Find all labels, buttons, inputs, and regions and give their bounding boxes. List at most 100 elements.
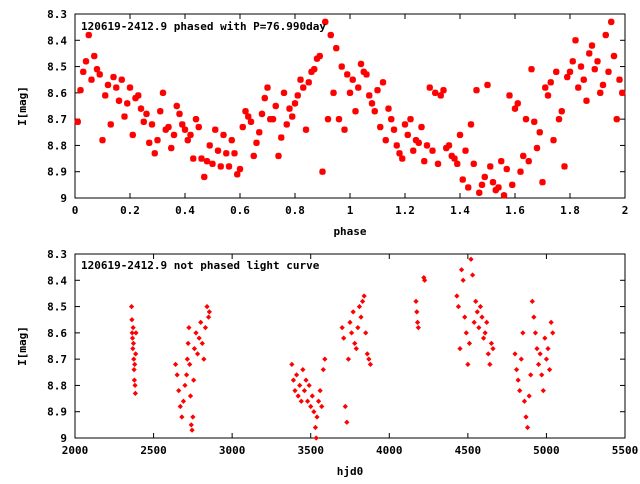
- unphased-data-point: [358, 314, 364, 320]
- unphased-ytick-label: 9: [60, 432, 67, 445]
- unphased-plot-points: [128, 256, 556, 441]
- phased-plot-ylabel: I[mag]: [16, 86, 29, 126]
- phased-data-point: [539, 179, 546, 186]
- phased-data-point: [536, 129, 543, 136]
- unphased-xtick-label: 4000: [376, 444, 403, 457]
- phased-data-point: [154, 136, 161, 144]
- phased-data-point: [440, 87, 447, 94]
- unphased-data-point: [488, 340, 495, 346]
- unphased-data-point: [526, 393, 532, 399]
- phased-data-point: [473, 87, 480, 94]
- unphased-data-point: [458, 267, 465, 273]
- phased-data-point: [330, 89, 337, 97]
- unphased-data-point: [341, 335, 347, 341]
- phased-data-point: [124, 100, 131, 107]
- phased-data-point: [85, 31, 92, 39]
- phased-data-point: [547, 79, 554, 86]
- unphased-data-point: [185, 340, 191, 346]
- unphased-data-point: [129, 330, 135, 336]
- phased-data-point: [223, 150, 230, 157]
- phased-data-point: [236, 165, 244, 173]
- phased-data-point: [495, 184, 502, 191]
- unphased-data-point: [479, 314, 485, 320]
- unphased-data-point: [529, 298, 535, 304]
- phased-data-point: [429, 147, 436, 154]
- phased-data-point: [553, 68, 560, 76]
- unphased-data-point: [132, 390, 138, 396]
- unphased-data-point: [196, 335, 202, 341]
- phased-data-point: [217, 163, 224, 170]
- phased-xtick-label: 0.8: [285, 204, 305, 217]
- unphased-data-point: [455, 303, 462, 310]
- unphased-xtick-label: 2500: [140, 444, 167, 457]
- unphased-data-point: [129, 317, 135, 323]
- phased-data-point: [269, 115, 277, 123]
- unphased-data-point: [548, 319, 554, 325]
- unphased-data-point: [131, 367, 137, 373]
- unphased-data-point: [542, 335, 548, 341]
- phased-data-point: [159, 89, 167, 97]
- unphased-data-point: [353, 346, 359, 352]
- unphased-xtick-label: 2000: [62, 444, 89, 457]
- phased-data-point: [80, 68, 87, 76]
- unphased-data-point: [289, 361, 295, 368]
- phased-data-point: [96, 71, 103, 78]
- phased-data-point: [302, 126, 310, 133]
- phased-data-point: [492, 186, 499, 194]
- phased-data-point: [338, 63, 345, 70]
- unphased-data-point: [314, 414, 320, 420]
- unphased-data-point: [132, 382, 138, 389]
- phased-data-point: [140, 118, 147, 125]
- unphased-data-point: [128, 303, 135, 310]
- unphased-data-point: [512, 351, 518, 357]
- unphased-xtick-label: 5500: [612, 444, 639, 457]
- phased-data-point: [239, 123, 246, 131]
- phased-xtick-label: 0.4: [175, 204, 195, 217]
- phased-data-point: [432, 89, 439, 97]
- phased-data-point: [242, 108, 249, 115]
- phased-data-point: [148, 121, 156, 128]
- phased-data-point: [522, 115, 530, 123]
- phased-data-point: [275, 152, 282, 160]
- phased-data-point: [247, 118, 255, 125]
- phased-data-point: [209, 160, 216, 168]
- phased-data-point: [333, 44, 340, 52]
- unphased-data-point: [308, 403, 314, 410]
- phased-data-point: [465, 184, 472, 191]
- phased-data-point: [91, 52, 98, 60]
- phased-data-point: [363, 71, 370, 78]
- phased-data-point: [256, 129, 263, 136]
- phased-data-point: [591, 66, 598, 73]
- phased-data-point: [187, 131, 194, 139]
- phased-data-point: [253, 139, 260, 146]
- phased-data-point: [454, 160, 461, 168]
- unphased-data-point: [180, 398, 187, 404]
- phased-data-point: [506, 92, 513, 99]
- phased-data-point: [74, 118, 81, 125]
- phased-data-point: [113, 84, 120, 91]
- unphased-data-point: [131, 377, 138, 383]
- unphased-data-point: [471, 319, 477, 325]
- unphased-ytick-label: 8.6: [47, 327, 67, 340]
- phased-data-point: [418, 123, 425, 131]
- phased-data-point: [610, 52, 618, 60]
- phased-data-point: [489, 179, 497, 186]
- phased-data-point: [396, 150, 403, 157]
- phased-data-point: [619, 89, 626, 97]
- unphased-data-point: [363, 330, 369, 336]
- phased-data-point: [82, 58, 90, 65]
- unphased-data-point: [521, 398, 528, 404]
- phased-ytick-label: 8.5: [47, 61, 67, 74]
- phased-data-point: [385, 105, 392, 112]
- phased-xtick-label: 0.6: [230, 204, 250, 217]
- unphased-data-point: [347, 319, 353, 325]
- phased-data-point: [311, 66, 318, 73]
- phased-data-point: [335, 115, 343, 123]
- phased-data-point: [421, 158, 428, 165]
- phased-data-point: [305, 79, 312, 86]
- unphased-data-point: [172, 361, 179, 368]
- unphased-data-point: [513, 367, 520, 373]
- phased-data-point: [594, 58, 601, 65]
- phased-data-point: [390, 126, 398, 133]
- unphased-data-point: [201, 356, 207, 362]
